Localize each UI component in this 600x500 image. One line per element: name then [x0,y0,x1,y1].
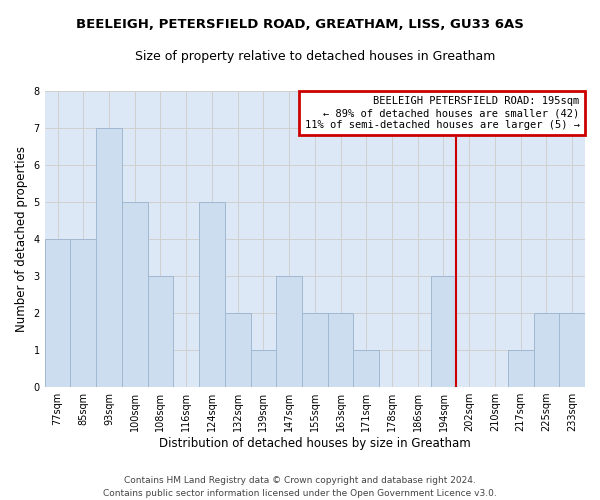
Bar [328,313,353,387]
Title: Size of property relative to detached houses in Greatham: Size of property relative to detached ho… [134,50,495,63]
Y-axis label: Number of detached properties: Number of detached properties [15,146,28,332]
Bar [96,128,122,387]
Bar [44,239,70,387]
Bar [302,313,328,387]
Bar [70,239,96,387]
Bar [533,313,559,387]
Bar [148,276,173,387]
Bar [251,350,276,387]
Bar [122,202,148,387]
Text: BEELEIGH, PETERSFIELD ROAD, GREATHAM, LISS, GU33 6AS: BEELEIGH, PETERSFIELD ROAD, GREATHAM, LI… [76,18,524,30]
Bar [559,313,585,387]
Bar [199,202,225,387]
Bar [276,276,302,387]
Bar [353,350,379,387]
Text: Contains HM Land Registry data © Crown copyright and database right 2024.
Contai: Contains HM Land Registry data © Crown c… [103,476,497,498]
Bar [508,350,533,387]
X-axis label: Distribution of detached houses by size in Greatham: Distribution of detached houses by size … [159,437,471,450]
Text: BEELEIGH PETERSFIELD ROAD: 195sqm
← 89% of detached houses are smaller (42)
11% : BEELEIGH PETERSFIELD ROAD: 195sqm ← 89% … [305,96,580,130]
Bar [431,276,457,387]
Bar [225,313,251,387]
